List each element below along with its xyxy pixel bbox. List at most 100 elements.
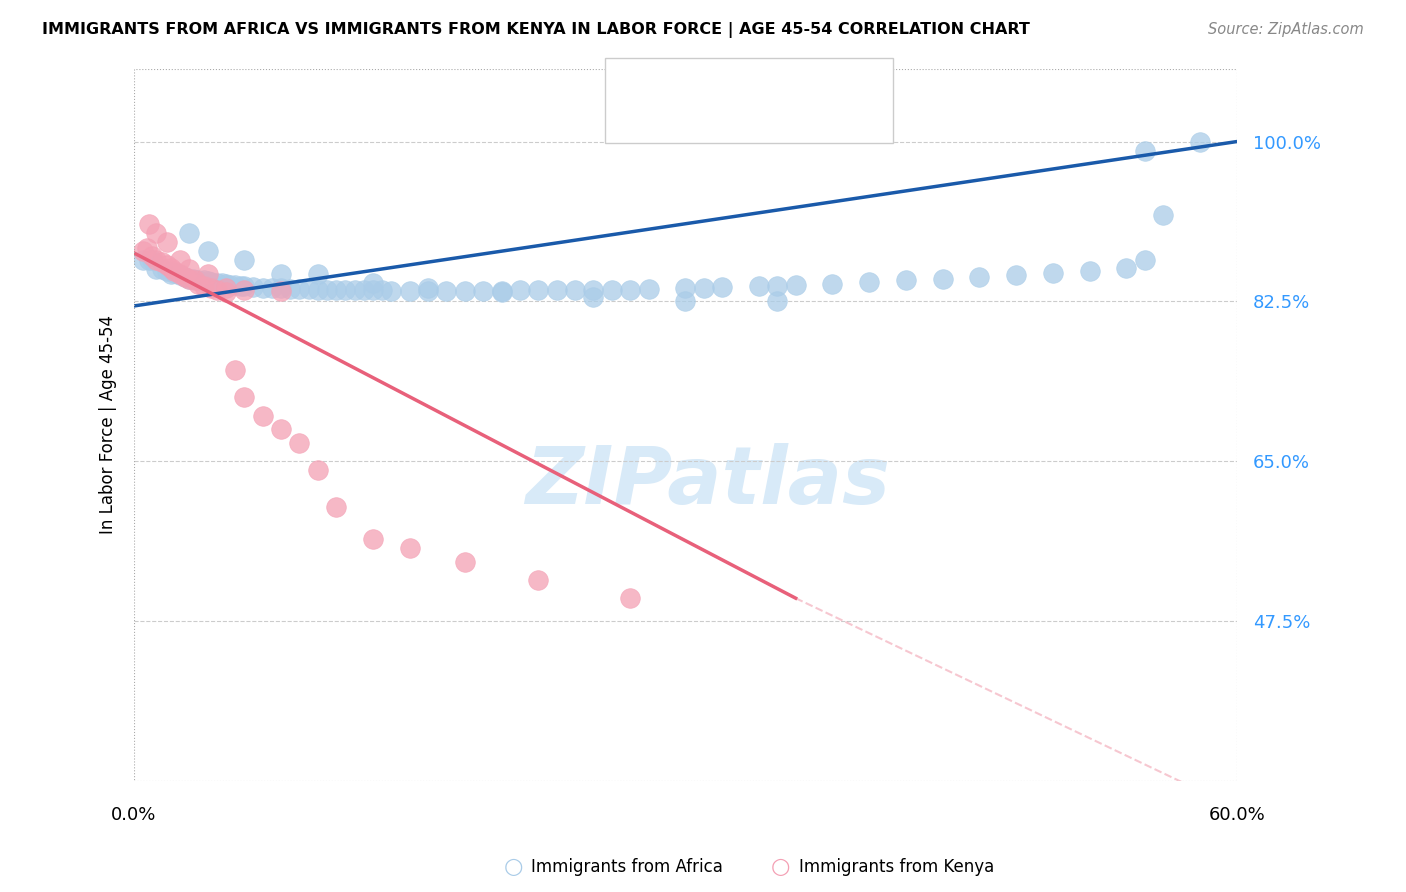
- Point: [325, 500, 347, 514]
- Point: [193, 273, 215, 287]
- Point: [141, 249, 163, 263]
- Point: [150, 262, 173, 277]
- Point: [307, 267, 329, 281]
- Point: [307, 283, 329, 297]
- Point: [156, 264, 179, 278]
- Point: [527, 284, 550, 298]
- Point: [637, 282, 659, 296]
- Point: [1005, 268, 1028, 282]
- Point: [141, 253, 163, 268]
- Point: [200, 281, 222, 295]
- Point: [564, 284, 586, 298]
- Point: [224, 363, 246, 377]
- Point: [416, 285, 439, 299]
- Point: [145, 226, 167, 240]
- Point: [169, 253, 191, 268]
- Point: [343, 284, 366, 298]
- Point: [205, 276, 228, 290]
- Point: [600, 283, 623, 297]
- Point: [197, 274, 219, 288]
- Point: [229, 278, 252, 293]
- Point: [398, 285, 420, 299]
- Point: [179, 271, 201, 285]
- Text: 0.0%: 0.0%: [111, 806, 156, 824]
- Point: [969, 269, 991, 284]
- Point: [316, 283, 339, 297]
- Point: [270, 267, 292, 281]
- Text: ZIPatlas: ZIPatlas: [524, 442, 890, 521]
- Point: [1133, 253, 1156, 268]
- Point: [748, 278, 770, 293]
- Point: [270, 422, 292, 436]
- Point: [335, 283, 357, 297]
- Point: [785, 277, 807, 292]
- Point: [233, 278, 256, 293]
- Point: [619, 591, 641, 606]
- Point: [159, 267, 181, 281]
- Text: Source: ZipAtlas.com: Source: ZipAtlas.com: [1208, 22, 1364, 37]
- Point: [416, 281, 439, 295]
- Point: [181, 271, 204, 285]
- Point: [766, 294, 789, 309]
- Point: [361, 532, 384, 546]
- Point: [894, 273, 917, 287]
- Point: [215, 277, 238, 291]
- Point: [138, 253, 160, 268]
- Point: [673, 281, 696, 295]
- Text: Immigrants from Africa: Immigrants from Africa: [531, 858, 723, 876]
- Point: [183, 273, 205, 287]
- Point: [766, 278, 789, 293]
- Point: [197, 244, 219, 259]
- Point: [371, 284, 394, 298]
- Point: [187, 277, 209, 291]
- Point: [252, 281, 274, 295]
- Point: [179, 226, 201, 240]
- Point: [132, 253, 155, 268]
- Point: [582, 284, 605, 298]
- Point: [145, 253, 167, 268]
- Point: [159, 260, 181, 275]
- Point: [288, 282, 311, 296]
- Point: [224, 277, 246, 292]
- Point: [252, 409, 274, 423]
- Point: [187, 273, 209, 287]
- Point: [361, 276, 384, 290]
- Point: [174, 269, 197, 284]
- Point: [1152, 208, 1174, 222]
- Point: [242, 279, 264, 293]
- Point: [260, 281, 283, 295]
- Point: [298, 282, 321, 296]
- Point: [233, 283, 256, 297]
- Point: [156, 258, 179, 272]
- Point: [163, 266, 186, 280]
- Point: [1042, 266, 1064, 280]
- Point: [215, 285, 238, 300]
- Point: [132, 244, 155, 259]
- Point: [193, 278, 215, 293]
- Text: Immigrants from Kenya: Immigrants from Kenya: [799, 858, 994, 876]
- Point: [325, 283, 347, 297]
- Point: [179, 262, 201, 277]
- Point: [200, 275, 222, 289]
- Point: [491, 285, 513, 299]
- Point: [546, 284, 568, 298]
- Point: [1188, 135, 1211, 149]
- Text: 60.0%: 60.0%: [1208, 806, 1265, 824]
- Point: [821, 277, 844, 291]
- Text: ○: ○: [503, 857, 523, 877]
- Point: [693, 281, 716, 295]
- Point: [278, 282, 301, 296]
- Point: [527, 573, 550, 587]
- Point: [454, 285, 477, 299]
- Point: [353, 284, 375, 298]
- Point: [215, 281, 238, 295]
- Point: [270, 281, 292, 295]
- Text: R = -0.390   N = 38: R = -0.390 N = 38: [662, 108, 834, 126]
- Text: ○: ○: [770, 857, 790, 877]
- Point: [398, 541, 420, 555]
- Point: [307, 463, 329, 477]
- Point: [454, 555, 477, 569]
- Point: [288, 436, 311, 450]
- Point: [135, 242, 157, 256]
- Text: IMMIGRANTS FROM AFRICA VS IMMIGRANTS FROM KENYA IN LABOR FORCE | AGE 45-54 CORRE: IMMIGRANTS FROM AFRICA VS IMMIGRANTS FRO…: [42, 22, 1031, 38]
